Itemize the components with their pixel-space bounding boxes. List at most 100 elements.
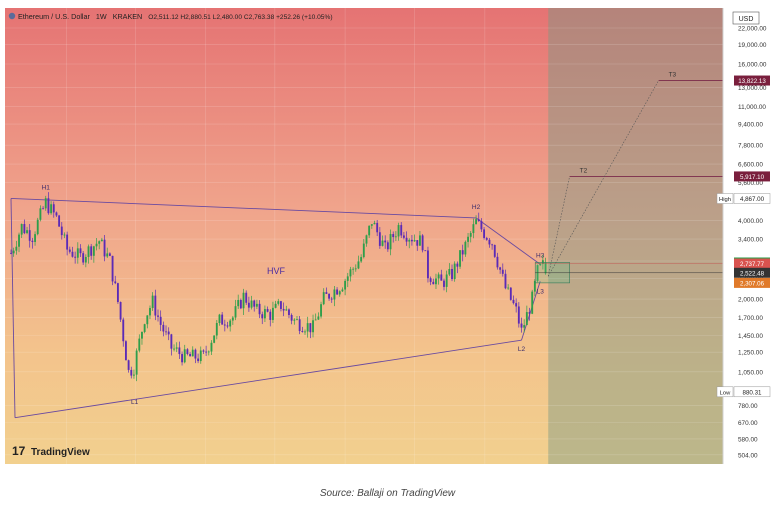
candle-body (124, 341, 127, 361)
candle-body (453, 263, 456, 280)
candle-body (368, 225, 371, 236)
price-badge-label: 880.31 (743, 389, 762, 396)
candle-body (181, 354, 183, 363)
candle-body (261, 314, 264, 319)
candle-body (210, 342, 213, 352)
candle-body (226, 325, 229, 327)
currency-label-box[interactable] (732, 11, 760, 25)
candle-body (100, 239, 103, 242)
candle-body (451, 268, 453, 280)
candle-body (464, 241, 467, 255)
price-tick-label: 22,000.00 (738, 26, 767, 33)
candle-body (394, 236, 397, 238)
price-tick-label: 9,400.00 (738, 122, 763, 129)
hvf-upper-trendline (10, 197, 477, 219)
candle-body (143, 324, 146, 332)
candle-body (266, 309, 269, 312)
candle-body (459, 250, 461, 267)
candle-body (23, 224, 26, 234)
candle-body (528, 312, 531, 314)
candle-body (472, 224, 475, 234)
candle-body (119, 301, 122, 320)
price-badge-label: 2,307.06 (740, 280, 765, 287)
candle-body (525, 312, 528, 326)
candle-body (504, 273, 507, 289)
candle-body (197, 358, 200, 362)
candle-body (429, 278, 432, 282)
candle-body (165, 331, 167, 333)
candle-body (175, 347, 178, 349)
candle-body (10, 253, 12, 254)
price-badge (734, 258, 770, 269)
candle-body (58, 215, 61, 227)
candle-body (346, 276, 349, 281)
candle-body (469, 233, 472, 237)
candle-body (461, 250, 464, 255)
exchange-text[interactable]: KRAKEN (113, 12, 143, 21)
price-tick-label: 670.00 (738, 420, 758, 427)
plot-background (5, 8, 723, 464)
candle-body (397, 225, 400, 237)
candle-body (314, 319, 317, 321)
candle-body (154, 295, 157, 316)
candle-body (146, 315, 149, 325)
candle-body (44, 198, 47, 209)
candle-body (95, 243, 98, 247)
candle-body (531, 291, 534, 314)
candle-body (135, 350, 138, 375)
candle-body (106, 253, 109, 257)
candle-body (467, 236, 469, 242)
source-caption: Source: Ballaji on TradingView (319, 488, 456, 499)
candle-body (541, 260, 544, 264)
candle-body (330, 298, 333, 300)
symbol-text[interactable]: Ethereum / U.S. Dollar (18, 12, 91, 21)
hvf-pattern-label: HVF (267, 266, 286, 276)
interval-text[interactable]: 1W (96, 12, 107, 21)
candle-body (386, 242, 389, 250)
price-chart: H1 H2 H3 L1 L2 L3 HVF T2 T3 22,000.00 19,000.00 1… (5, 8, 771, 464)
candle-body (127, 360, 130, 370)
currency-label[interactable]: USD (739, 16, 754, 23)
candle-body (74, 256, 77, 258)
candle-body (448, 268, 451, 275)
candle-body (277, 301, 280, 304)
candle-body (389, 234, 392, 250)
symbol-name[interactable]: Ethereum / U.S. Dollar 1W KRAKEN O2,511.12 … (18, 12, 333, 21)
candle-body (435, 278, 437, 285)
candle-body (186, 349, 189, 354)
candle-body (12, 250, 15, 254)
candle-body (213, 335, 216, 343)
tradingview-wordmark: TradingView (31, 447, 90, 458)
candle-body (34, 234, 36, 242)
price-tick-label: 2,000.00 (738, 297, 763, 304)
price-badge (734, 277, 770, 288)
candle-body (42, 208, 45, 210)
candle-body (274, 303, 277, 308)
candle-body (512, 299, 515, 304)
candle-body (234, 306, 237, 318)
candle-body (221, 314, 224, 325)
price-badge-tag-label: High (719, 197, 731, 203)
candle-body (76, 248, 79, 258)
candle-body (325, 292, 328, 294)
candle-body (271, 307, 274, 320)
target-label: T3 (669, 72, 677, 79)
future-region-shade (548, 8, 723, 464)
price-badge (733, 193, 771, 204)
candle-body (499, 267, 502, 270)
candle-body (456, 263, 459, 267)
price-tick-label: 1,250.00 (738, 350, 763, 357)
candle-body (501, 269, 504, 274)
candle-body (71, 251, 74, 257)
candle-body (245, 292, 248, 303)
candle-body (50, 204, 53, 214)
price-badge-tag-label: Low (720, 390, 731, 396)
candle-body (253, 300, 256, 307)
header-legend: Ethereum / U.S. Dollar 1W KRAKEN O2,511.12 … (8, 12, 333, 21)
price-tick-label: 504.00 (738, 452, 758, 459)
candle-body (370, 224, 373, 226)
candle-body (491, 244, 494, 246)
candle-body (122, 319, 125, 342)
candle-body (517, 306, 520, 324)
candle-body (293, 319, 296, 321)
